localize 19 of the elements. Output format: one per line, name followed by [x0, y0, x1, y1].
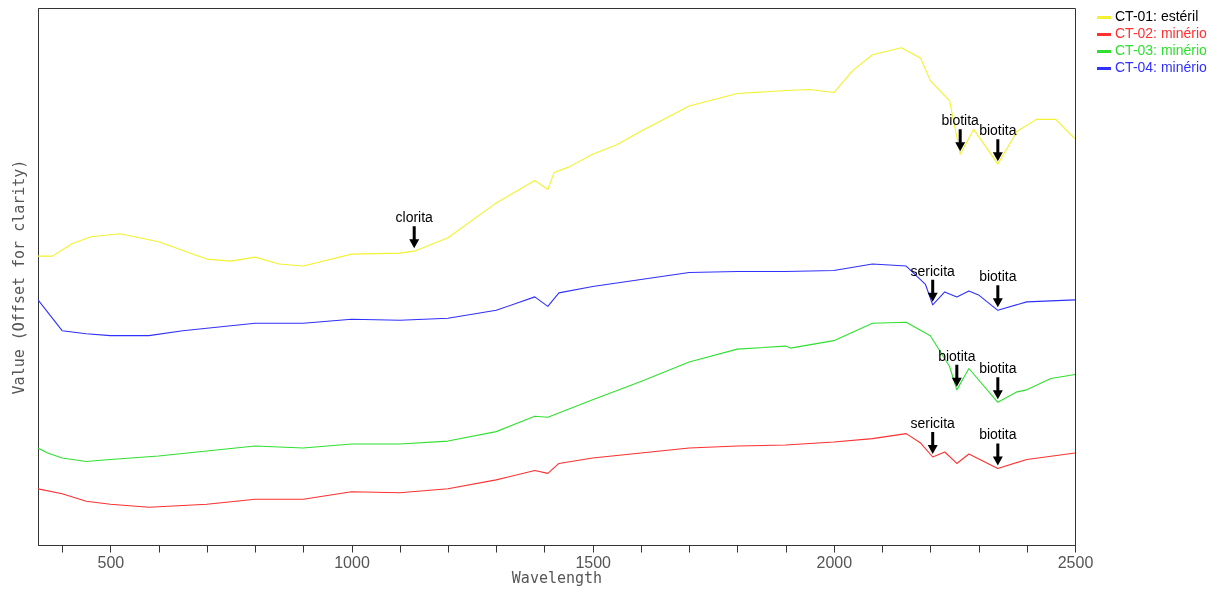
x-tick-label: 2500 [1057, 553, 1094, 571]
legend-label: CT-01: estéril [1115, 8, 1199, 24]
y-axis-title: Value (Offset for clarity) [9, 159, 28, 395]
x-tick-label: 1000 [334, 553, 370, 571]
annotation: biotita [979, 360, 1017, 377]
annotation: sericita [910, 262, 956, 279]
annotation: biotita [979, 268, 1017, 285]
x-tick-label: 1500 [575, 553, 612, 571]
legend-label: CT-02: minério [1115, 25, 1207, 41]
x-tick-label: 500 [97, 553, 125, 571]
annotation: biotita [979, 426, 1017, 443]
annotation: clorita [395, 209, 434, 226]
legend-label: CT-03: minério [1115, 42, 1207, 58]
annotation: sericita [910, 414, 956, 431]
annotation: biotita [941, 112, 980, 129]
legend-label: CT-04: minério [1115, 59, 1207, 75]
x-tick-label: 2000 [816, 553, 853, 571]
annotation: biotita [979, 122, 1017, 139]
x-axis-title: Wavelength [511, 568, 603, 587]
